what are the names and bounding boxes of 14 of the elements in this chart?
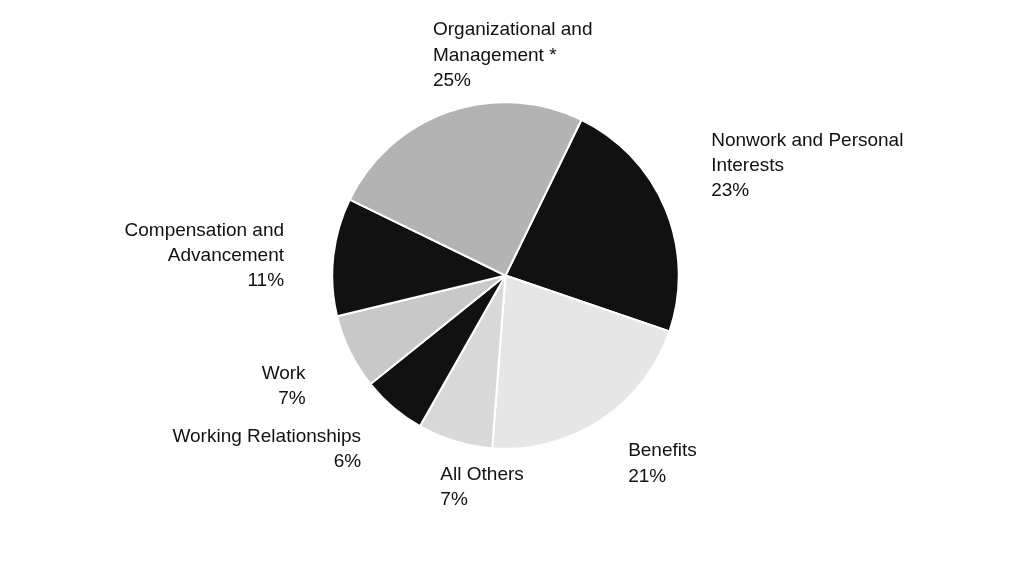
slice-label: All Others (440, 463, 524, 485)
data-label: 25% (432, 68, 472, 90)
slice-label: Compensation and Advancement (124, 218, 285, 265)
slice-label: Nonwork and Personal Interests (711, 128, 904, 175)
data-label: 23% (711, 179, 750, 201)
data-label: 7% (278, 387, 306, 409)
slice-label: Working Relationships (172, 425, 362, 447)
data-label: 11% (247, 268, 285, 290)
data-label: 21% (628, 464, 667, 486)
data-label: 6% (333, 450, 362, 472)
data-label: 7% (440, 488, 468, 510)
slice-label: Organizational and Management * (432, 18, 593, 65)
slice-label: Benefits (628, 439, 697, 461)
slice-label: Work (261, 362, 307, 384)
